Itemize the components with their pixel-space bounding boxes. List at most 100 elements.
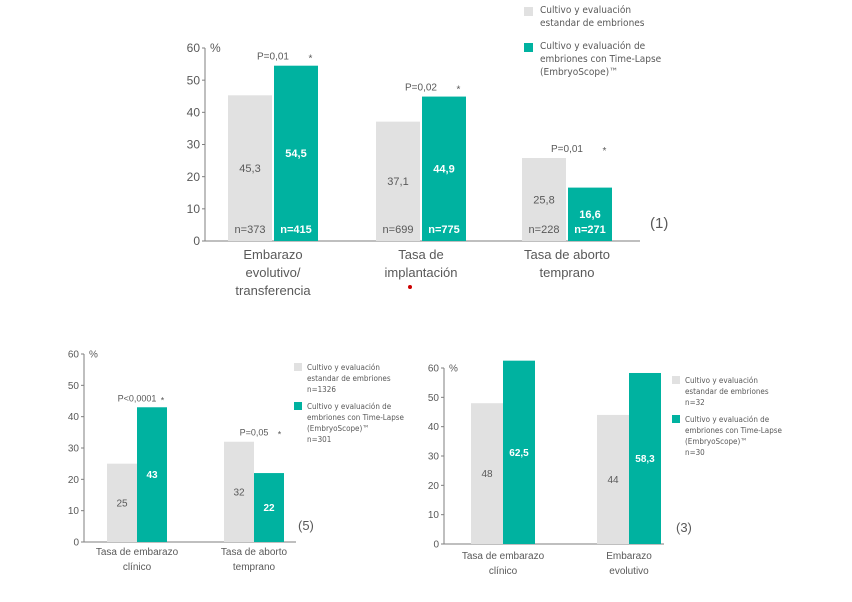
legend-item-timelapse: Cultivo y evaluación de embriones con Ti… — [524, 40, 724, 79]
category-label: evolutivo/ — [246, 265, 301, 280]
legend-label-timelapse: Cultivo y evaluación de embriones con Ti… — [685, 415, 782, 457]
y-tick-label: 30 — [68, 444, 80, 455]
category-label: Tasa de aborto — [221, 547, 288, 558]
data-label: 37,1 — [387, 176, 408, 188]
legend-swatch-timelapse — [524, 43, 533, 52]
significance-star: * — [278, 430, 282, 440]
y-tick-label: 40 — [68, 412, 80, 423]
legend-swatch-timelapse — [294, 402, 302, 410]
p-value-label: P=0,01 — [257, 52, 289, 63]
chart-1-svg: 0 10 20 30 40 50 60 % 45,3 n=373 54,5 n=415 P=0,01 * E… — [187, 41, 640, 298]
p-value-label: P=0,05 — [240, 428, 269, 438]
bar-standard — [597, 414, 629, 544]
chart-3-legend: Cultivo y evaluación estandar de embrion… — [672, 375, 802, 458]
significance-star: * — [308, 54, 312, 65]
y-tick-label: 60 — [187, 41, 201, 55]
data-label: 58,3 — [635, 454, 655, 465]
significance-star: * — [602, 146, 606, 157]
category-label: Tasa de aborto — [524, 247, 610, 262]
p-value-label: P=0,02 — [405, 83, 437, 94]
y-tick-label: 30 — [428, 452, 440, 463]
y-tick-label: 50 — [428, 393, 440, 404]
y-tick-label: 10 — [187, 202, 201, 216]
y-tick-label: 50 — [68, 381, 80, 392]
legend-item-timelapse: Cultivo y evaluación de embriones con Ti… — [294, 401, 424, 445]
bar-timelapse — [274, 65, 318, 241]
chart-3: 0 10 20 30 40 50 60% 48 62,5 Tasa de embarazo clín… — [420, 340, 852, 602]
category-label: implantación — [385, 265, 458, 280]
chart-1: 0 10 20 30 40 50 60% 45,3 n=373 54,5 n=415 P=0,01 * E… — [0, 0, 700, 305]
bar-timelapse — [254, 473, 284, 542]
chart-2-legend: Cultivo y evaluación estandar de embrion… — [294, 362, 424, 445]
data-label: 43 — [146, 470, 158, 481]
bar-standard — [107, 463, 137, 542]
category-label: clínico — [123, 562, 152, 573]
chart-2-svg: 0 10 20 30 40 50 60 % 25 43 P<0,0001 * Tasa de embar… — [68, 350, 296, 573]
bar-timelapse — [568, 187, 612, 241]
data-label: 62,5 — [509, 448, 529, 459]
data-label: 22 — [263, 503, 275, 514]
bar-standard — [228, 95, 272, 241]
legend-swatch-standard — [294, 363, 302, 371]
y-axis-unit: % — [89, 350, 98, 361]
legend-item-standard: Cultivo y evaluación estandar de embrion… — [294, 362, 424, 395]
n-label: n=271 — [574, 224, 606, 236]
bar-standard — [522, 158, 566, 241]
n-label: n=775 — [428, 224, 460, 236]
y-tick-label: 60 — [68, 350, 80, 361]
legend-label-standard: Cultivo y evaluación estandar de embrion… — [307, 363, 391, 394]
y-tick-label: 0 — [73, 538, 79, 549]
legend-label-standard: Cultivo y evaluación estandar de embrion… — [540, 5, 645, 29]
category-label: evolutivo — [609, 566, 649, 577]
chart-2: 0 10 20 30 40 50 60% 25 43 P<0,0001 * Tasa de embar… — [0, 340, 420, 602]
n-label: n=228 — [529, 224, 560, 236]
legend-swatch-standard — [524, 7, 533, 16]
data-label: 44,9 — [433, 164, 454, 176]
y-tick-label: 50 — [187, 73, 201, 87]
red-dot-marker — [408, 285, 412, 289]
p-value-label: P=0,01 — [551, 144, 583, 155]
chart-1-legend: Cultivo y evaluación estandar de embrion… — [524, 4, 724, 79]
data-label: 44 — [607, 475, 619, 486]
y-tick-label: 60 — [428, 364, 440, 375]
n-label: n=373 — [235, 224, 266, 236]
category-label: transferencia — [235, 283, 311, 298]
category-label: Tasa de — [398, 247, 444, 262]
chart-3-svg: 0 10 20 30 40 50 60 % 48 62,5 Tasa de embarazo clín… — [428, 360, 664, 577]
data-label: 54,5 — [285, 148, 306, 160]
y-axis-unit: % — [210, 41, 221, 55]
data-label: 25 — [116, 498, 128, 509]
y-tick-label: 30 — [187, 138, 201, 152]
y-tick-label: 0 — [193, 234, 200, 248]
category-label: Tasa de embarazo — [462, 551, 545, 562]
y-tick-label: 40 — [428, 422, 440, 433]
bar-timelapse — [629, 372, 661, 544]
legend-label-standard: Cultivo y evaluación estandar de embrion… — [685, 376, 769, 407]
data-label: 48 — [481, 469, 493, 480]
category-label: Tasa de embarazo — [96, 547, 179, 558]
bar-timelapse — [503, 360, 535, 544]
n-label: n=415 — [280, 224, 312, 236]
data-label: 45,3 — [239, 163, 260, 175]
data-label: 32 — [233, 487, 245, 498]
bar-standard — [224, 441, 254, 542]
y-tick-label: 10 — [68, 506, 80, 517]
p-value-label: P<0,0001 — [118, 393, 157, 403]
legend-item-timelapse: Cultivo y evaluación de embriones con Ti… — [672, 414, 802, 458]
legend-label-timelapse: Cultivo y evaluación de embriones con Ti… — [307, 402, 404, 444]
category-label: Embarazo — [606, 551, 652, 562]
significance-star: * — [161, 395, 165, 405]
category-label: temprano — [540, 265, 595, 280]
data-label: 25,8 — [533, 194, 554, 206]
significance-star: * — [456, 85, 460, 96]
y-tick-label: 20 — [187, 170, 201, 184]
bar-timelapse — [137, 407, 167, 542]
category-label: clínico — [489, 566, 518, 577]
y-tick-label: 20 — [428, 481, 440, 492]
y-tick-label: 10 — [428, 510, 440, 521]
n-label: n=699 — [383, 224, 414, 236]
y-tick-label: 40 — [187, 106, 201, 120]
legend-swatch-standard — [672, 376, 680, 384]
chart-1-reference: (1) — [650, 215, 669, 232]
legend-label-timelapse: Cultivo y evaluación de embriones con Ti… — [540, 41, 662, 78]
